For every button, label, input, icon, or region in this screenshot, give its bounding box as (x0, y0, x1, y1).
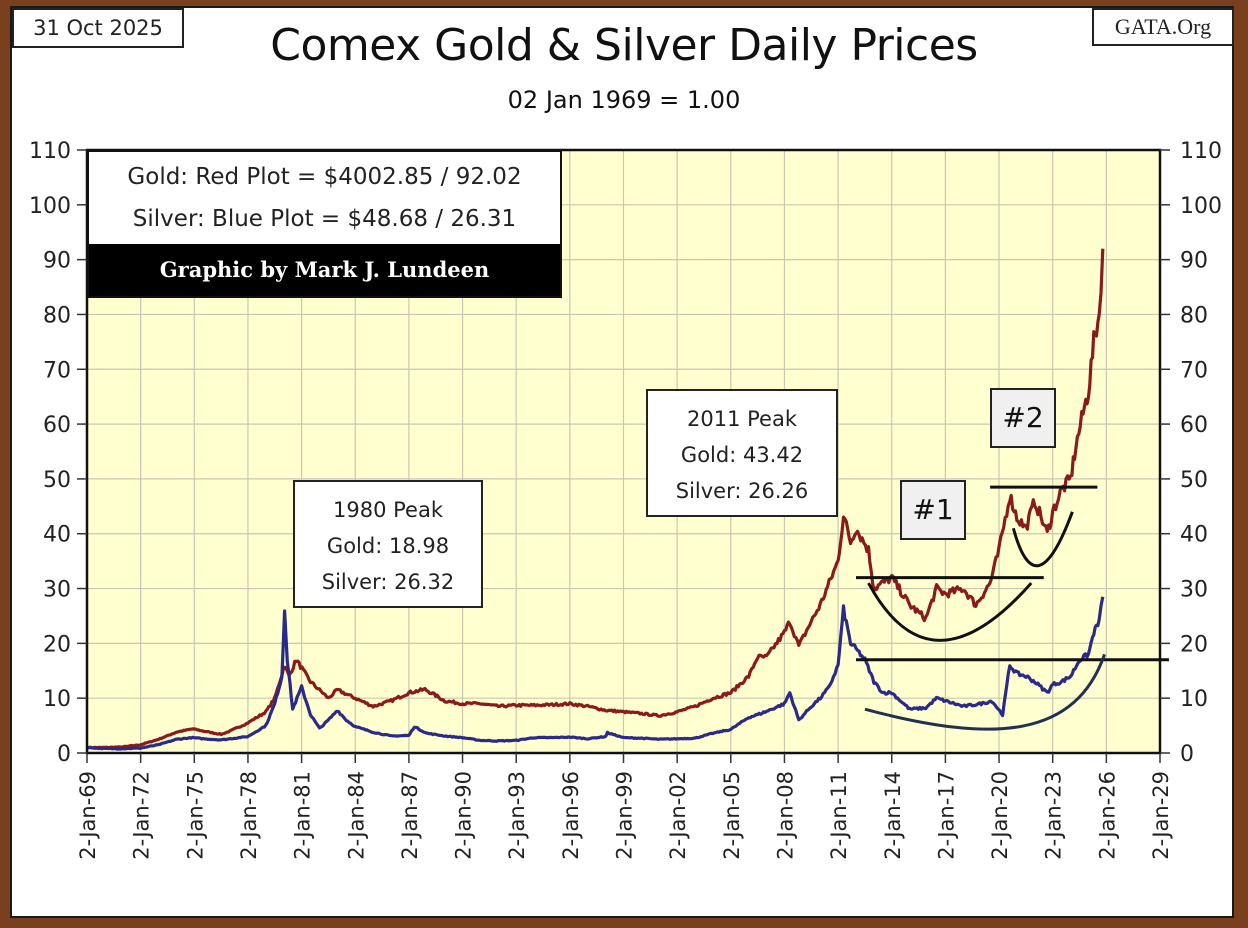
y-tick-label-right: 100 (1180, 194, 1222, 219)
x-tick-label: 2-Jan-96 (559, 771, 583, 860)
series-line-gold (86, 248, 1105, 750)
overlay--1-cup (867, 582, 1033, 642)
overlay-group (855, 485, 1169, 731)
y-tick-label-right: 10 (1180, 687, 1208, 712)
x-tick-label: 2-Jan-87 (398, 771, 422, 860)
overlay-silver-cup (864, 653, 1106, 731)
x-tick-label: 2-Jan-05 (720, 771, 744, 860)
y-tick-label-right: 70 (1180, 358, 1208, 383)
annotation-title: 1980 Peak (333, 498, 443, 522)
credit-banner: Graphic by Mark J. Lundeen (89, 244, 560, 296)
pattern-tag-2: #2 (990, 388, 1056, 448)
y-tick-label-left: 10 (43, 687, 71, 712)
x-tick-label: 2-Jan-90 (452, 771, 476, 860)
x-tick-label: 2-Jan-69 (76, 771, 100, 860)
annotation-gold: Gold: 43.42 (680, 443, 804, 467)
axes-group: 0 0 10 10 20 20 30 30 40 40 50 50 60 60 70 70 80 80 90 90 10… (29, 139, 1222, 860)
y-tick-label-right: 50 (1180, 468, 1208, 493)
x-tick-label: 2-Jan-23 (1042, 771, 1066, 860)
x-tick-label: 2-Jan-84 (344, 771, 368, 860)
chart-subtitle: 02 Jan 1969 = 1.00 (507, 86, 741, 114)
x-tick-label: 2-Jan-99 (613, 771, 637, 860)
x-tick-label: 2-Jan-78 (237, 771, 261, 860)
y-tick-label-left: 100 (29, 194, 71, 219)
y-tick-label-left: 90 (43, 249, 71, 274)
y-tick-label-left: 80 (43, 303, 71, 328)
y-tick-label-left: 20 (43, 632, 71, 657)
x-tick-label: 2-Jan-26 (1095, 771, 1119, 860)
y-tick-label-right: 20 (1180, 632, 1208, 657)
source-label: GATA.Org (1092, 8, 1234, 46)
x-tick-label: 2-Jan-20 (988, 771, 1012, 860)
y-tick-label-right: 80 (1180, 303, 1208, 328)
chart-title: Comex Gold & Silver Daily Prices (270, 20, 978, 71)
y-tick-label-right: 90 (1180, 249, 1208, 274)
y-tick-label-left: 0 (57, 742, 71, 767)
y-tick-label-right: 60 (1180, 413, 1208, 438)
annotation-2011-peak: 2011 Peak Gold: 43.42 Silver: 26.26 (646, 389, 838, 517)
x-tick-label: 2-Jan-29 (1149, 771, 1173, 860)
legend-silver: Silver: Blue Plot = $48.68 / 26.31 (132, 206, 517, 232)
annotation-gold: Gold: 18.98 (326, 534, 450, 558)
x-tick-label: 2-Jan-11 (827, 771, 851, 860)
y-tick-label-right: 40 (1180, 523, 1208, 548)
y-tick-label-left: 30 (43, 578, 71, 603)
y-tick-label-right: 110 (1180, 139, 1222, 164)
annotation-title: 2011 Peak (687, 407, 797, 431)
series-line-silver (86, 596, 1105, 751)
x-tick-label: 2-Jan-72 (130, 771, 154, 860)
x-tick-label: 2-Jan-81 (291, 771, 315, 860)
y-tick-label-left: 110 (29, 139, 71, 164)
date-label: 31 Oct 2025 (12, 8, 184, 48)
legend-gold: Gold: Red Plot = $4002.85 / 92.02 (127, 164, 522, 190)
overlay--2-cup (1011, 511, 1074, 568)
pattern-tag-1: #1 (900, 480, 966, 540)
legend-box: Gold: Red Plot = $4002.85 / 92.02 Silver… (87, 150, 562, 298)
y-tick-label-left: 50 (43, 468, 71, 493)
annotation-silver: Silver: 26.26 (675, 479, 809, 503)
x-tick-label: 2-Jan-17 (934, 771, 958, 860)
y-tick-label-left: 60 (43, 413, 71, 438)
x-tick-label: 2-Jan-75 (183, 771, 207, 860)
x-tick-label: 2-Jan-14 (881, 771, 905, 860)
annotation-1980-peak: 1980 Peak Gold: 18.98 Silver: 26.32 (293, 480, 483, 608)
y-tick-label-right: 0 (1180, 742, 1194, 767)
y-tick-label-left: 70 (43, 358, 71, 383)
series-group (86, 248, 1105, 751)
x-tick-label: 2-Jan-93 (505, 771, 529, 860)
x-tick-label: 2-Jan-08 (773, 771, 797, 860)
x-tick-label: 2-Jan-02 (666, 771, 690, 860)
y-tick-label-right: 30 (1180, 578, 1208, 603)
annotation-silver: Silver: 26.32 (321, 570, 455, 594)
y-tick-label-left: 40 (43, 523, 71, 548)
